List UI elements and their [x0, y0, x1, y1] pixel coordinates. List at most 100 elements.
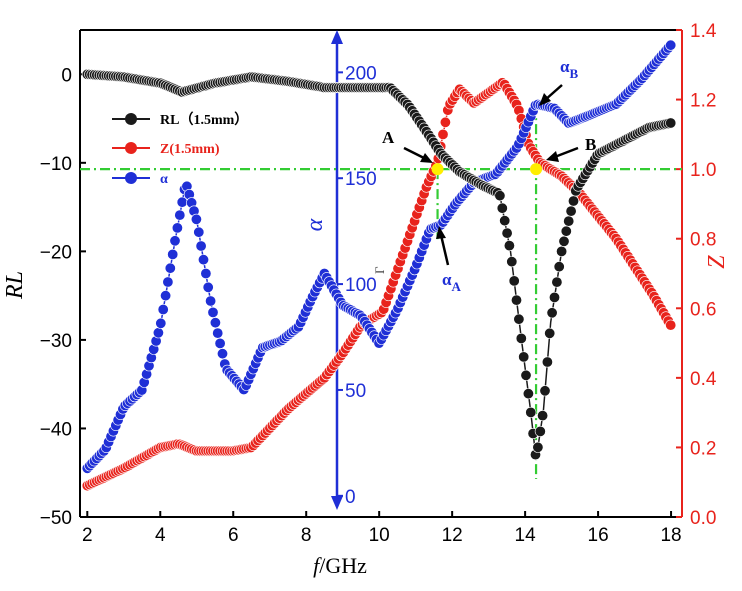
x-tick-label: 6 — [228, 525, 239, 546]
series-layer — [81, 39, 677, 492]
data-point-rl — [499, 215, 511, 227]
data-point-alpha — [202, 281, 214, 293]
data-point-alpha — [164, 262, 176, 274]
z-axis-title: Z — [704, 255, 730, 269]
x-axis-ticks: 2 4 6 8 10 12 14 16 18 — [82, 511, 682, 546]
data-point-rl — [551, 276, 563, 288]
data-point-rl — [510, 294, 522, 306]
data-point-rl — [520, 369, 532, 381]
data-point-alpha — [162, 276, 174, 288]
data-point-rl — [506, 256, 518, 268]
x-axis-title: f/GHz — [313, 553, 367, 578]
data-point-rl — [553, 261, 565, 273]
annotation-A: A — [382, 128, 395, 147]
z-axis-ticks: 0.0 0.2 0.4 0.6 0.8 1.0 1.2 1.4 — [676, 21, 717, 529]
data-point-rl — [541, 356, 553, 368]
highlight-point-B — [530, 163, 543, 176]
highlight-point-A — [431, 163, 444, 176]
x-tick-label: 8 — [301, 525, 312, 546]
data-point-alpha — [155, 317, 167, 329]
data-point-rl — [532, 441, 544, 453]
data-point-alpha — [214, 337, 226, 349]
annotation-alpha-A: αA — [442, 270, 462, 294]
plot-frame — [79, 29, 683, 518]
rl-tick-label: −10 — [40, 154, 72, 175]
z-tick-label: 0.4 — [690, 369, 717, 390]
data-point-rl — [501, 227, 513, 239]
data-point-alpha — [665, 39, 677, 51]
annotation-alpha-A-symbol: α — [442, 270, 452, 289]
rl-tick-label: −40 — [40, 419, 72, 440]
z-tick-label: 0.0 — [690, 508, 716, 529]
rl-tick-label: −30 — [40, 331, 72, 352]
data-point-rl — [494, 190, 506, 202]
arrow-alpha-A-head — [436, 226, 446, 239]
data-point-alpha — [190, 213, 202, 225]
data-point-rl — [518, 351, 530, 363]
alpha-axis-arrow-bottom — [331, 496, 343, 510]
data-point-rl — [560, 225, 572, 237]
z-tick-label: 1.2 — [690, 91, 716, 112]
data-point-alpha — [217, 348, 229, 360]
annotation-alpha-B-symbol: α — [560, 57, 570, 76]
data-point-alpha — [169, 235, 181, 247]
annotation-alpha-B-sub: B — [570, 66, 579, 81]
data-point-rl — [565, 205, 577, 217]
data-point-rl — [548, 291, 560, 303]
data-point-alpha — [174, 209, 186, 221]
x-tick-label: 14 — [515, 525, 537, 546]
legend-label-alpha: α — [160, 172, 168, 187]
annotation-alpha-B: αB — [560, 57, 579, 81]
data-point-z — [437, 128, 449, 140]
data-point-rl — [496, 202, 508, 214]
data-point-rl — [522, 388, 534, 400]
alpha-tick-label: 0 — [345, 487, 356, 508]
x-tick-label: 4 — [155, 525, 166, 546]
series-alpha — [81, 39, 677, 474]
x-tick-label: 18 — [660, 525, 681, 546]
alpha-axis: 0 50 100 150 200 — [331, 30, 377, 510]
rl-axis-title: RL — [2, 271, 28, 300]
x-axis-title-prefix: f — [313, 553, 322, 578]
data-point-rl — [513, 313, 525, 325]
z-tick-label: 0.8 — [690, 230, 716, 251]
z-tick-label: 1.0 — [690, 160, 716, 181]
alpha-tick-label: 100 — [345, 275, 377, 296]
intersection-highlights — [431, 163, 543, 176]
alpha-tick-label: 150 — [345, 169, 377, 190]
annotation-stray-glyph: Γ — [372, 266, 387, 274]
alpha-tick-label: 200 — [345, 63, 377, 84]
x-tick-label: 10 — [369, 525, 390, 546]
alpha-axis-title: α — [302, 218, 328, 231]
data-point-alpha — [205, 295, 217, 307]
legend-label-rl: RL（1.5mm） — [160, 112, 248, 128]
data-point-z — [439, 116, 451, 128]
series-z — [81, 77, 677, 492]
legend-item-alpha: α — [112, 172, 168, 187]
data-point-rl — [534, 425, 546, 437]
rl-tick-label: −50 — [40, 508, 72, 529]
data-point-rl — [539, 385, 551, 397]
data-point-alpha — [198, 254, 210, 266]
data-point-rl — [525, 406, 537, 418]
arrow-alpha-B-head — [539, 93, 551, 106]
data-point-rl — [665, 117, 677, 129]
data-point-alpha — [152, 327, 164, 339]
z-tick-label: 0.2 — [690, 438, 716, 459]
data-point-alpha — [200, 267, 212, 279]
z-tick-label: 0.6 — [690, 299, 716, 320]
arrow-alpha-A — [439, 234, 450, 266]
alpha-axis-arrow-top — [331, 30, 343, 44]
data-point-alpha — [160, 290, 172, 302]
data-point-alpha — [207, 306, 219, 318]
x-tick-label: 2 — [82, 525, 93, 546]
annotation-B: B — [585, 135, 596, 154]
data-point-alpha — [193, 226, 205, 238]
data-point-rl — [508, 275, 520, 287]
series-rl — [81, 68, 677, 461]
annotations: A B αA αB Γ — [372, 57, 596, 294]
annotation-alpha-A-sub: A — [452, 279, 462, 294]
data-point-alpha — [157, 303, 169, 315]
x-axis-title-suffix: /GHz — [319, 553, 367, 578]
